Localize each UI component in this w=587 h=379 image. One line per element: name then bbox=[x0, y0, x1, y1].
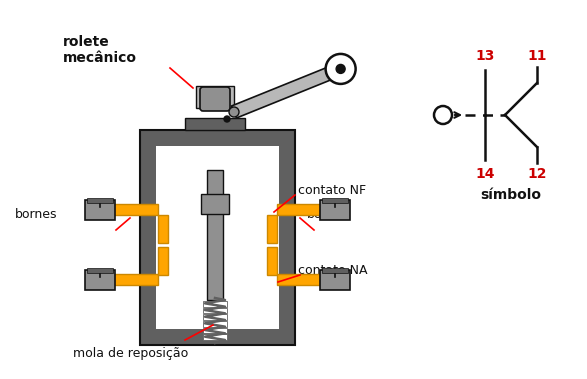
Bar bbox=[85, 270, 115, 290]
Bar bbox=[156, 146, 279, 329]
Circle shape bbox=[229, 107, 239, 117]
Bar bbox=[196, 86, 234, 108]
Bar bbox=[185, 118, 245, 130]
Bar bbox=[87, 198, 113, 203]
Bar bbox=[207, 170, 223, 300]
Text: 12: 12 bbox=[527, 167, 546, 181]
Text: contato NF: contato NF bbox=[298, 183, 366, 196]
Bar bbox=[322, 268, 348, 273]
Bar bbox=[203, 308, 227, 313]
Text: contato NA: contato NA bbox=[298, 263, 367, 277]
Bar bbox=[158, 247, 168, 275]
Circle shape bbox=[336, 64, 345, 74]
Text: bornes: bornes bbox=[307, 208, 349, 221]
Bar bbox=[201, 194, 229, 214]
FancyBboxPatch shape bbox=[200, 87, 230, 111]
Bar bbox=[277, 274, 340, 285]
Bar bbox=[203, 328, 227, 334]
Bar bbox=[140, 130, 295, 345]
Bar bbox=[87, 268, 113, 273]
Text: mola de reposição: mola de reposição bbox=[73, 346, 188, 360]
Bar bbox=[203, 314, 227, 320]
Bar bbox=[203, 334, 227, 340]
Text: bornes: bornes bbox=[15, 208, 58, 221]
Bar bbox=[85, 200, 115, 220]
Text: rolete
mecânico: rolete mecânico bbox=[63, 35, 137, 65]
Circle shape bbox=[434, 106, 452, 124]
Text: 14: 14 bbox=[475, 167, 495, 181]
Polygon shape bbox=[231, 63, 343, 118]
Bar bbox=[95, 274, 158, 285]
Bar bbox=[158, 215, 168, 243]
Bar bbox=[267, 215, 277, 243]
Bar bbox=[322, 198, 348, 203]
Bar bbox=[320, 200, 350, 220]
Text: 11: 11 bbox=[527, 49, 546, 63]
Circle shape bbox=[224, 116, 230, 122]
Bar bbox=[203, 301, 227, 307]
Bar bbox=[203, 321, 227, 327]
Bar bbox=[320, 270, 350, 290]
Bar bbox=[267, 247, 277, 275]
Text: símbolo: símbolo bbox=[481, 188, 541, 202]
Bar bbox=[95, 204, 158, 215]
Text: 13: 13 bbox=[475, 49, 495, 63]
Bar bbox=[277, 204, 340, 215]
Circle shape bbox=[326, 54, 356, 84]
